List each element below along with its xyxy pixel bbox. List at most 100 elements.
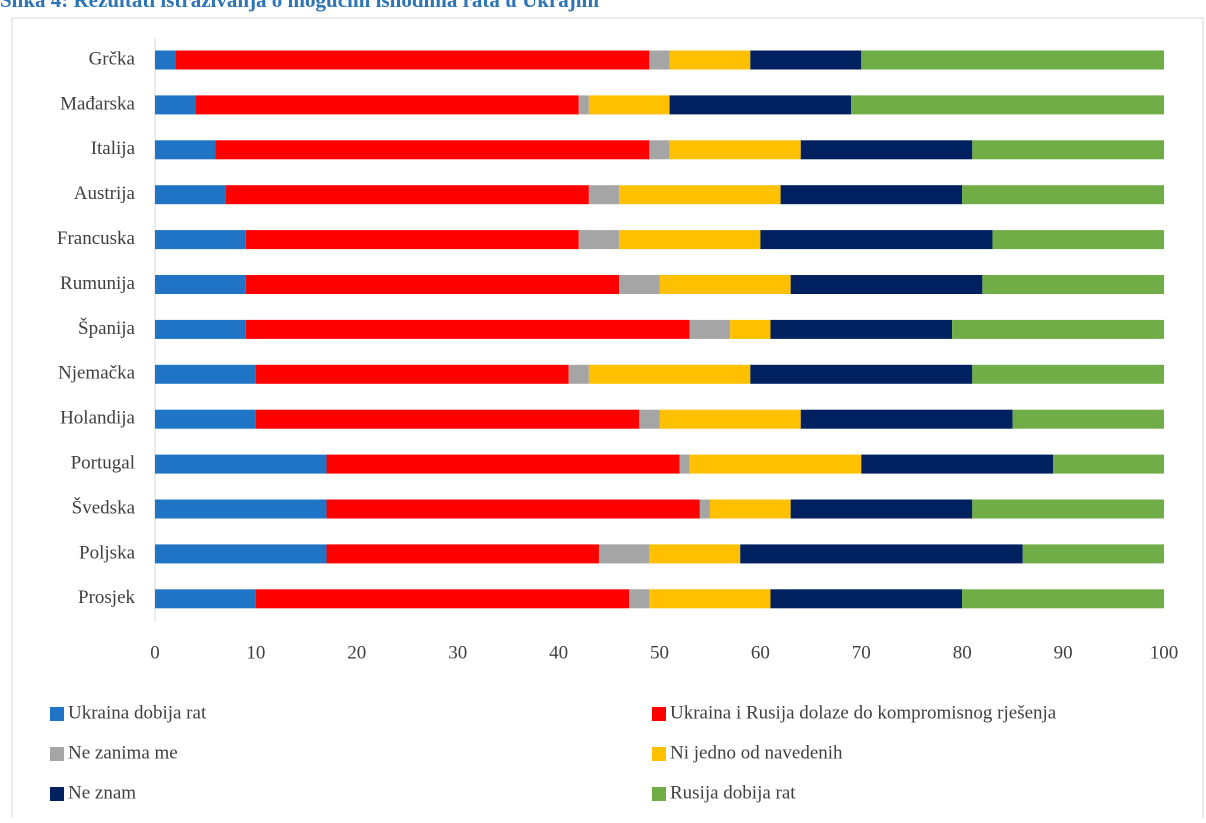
chart-title: Slika 4: Rezultati istraživanja o mogući…: [0, 0, 599, 12]
y-tick-label: Austrija: [74, 183, 136, 204]
legend-swatch: [652, 707, 666, 721]
bar-segment: [588, 364, 751, 384]
x-tick-label: 20: [347, 642, 366, 663]
legend-label: Ni jedno od navedenih: [670, 742, 843, 763]
bar-segment: [750, 50, 862, 70]
y-tick-label: Rumunija: [60, 273, 136, 294]
y-tick-label: Portugal: [71, 452, 135, 473]
bar-segment: [155, 544, 327, 564]
bar-segment: [326, 544, 599, 564]
y-tick-label: Italija: [91, 138, 136, 159]
bar-segment: [861, 50, 1164, 70]
chart-border: [11, 17, 1204, 823]
bar-segment: [155, 230, 246, 250]
bar-segment: [649, 544, 741, 564]
bar-segment: [669, 95, 852, 115]
bar-segment: [588, 95, 670, 115]
y-tick-label: Španija: [78, 317, 136, 339]
legend-label: Ukraina dobija rat: [68, 702, 207, 723]
bar-segment: [760, 230, 993, 250]
bar-segment: [155, 454, 327, 474]
bar-segment: [619, 275, 660, 294]
bar-segment: [689, 454, 862, 474]
bar-segment: [1012, 409, 1164, 429]
bar-segment: [709, 499, 791, 519]
bar-segment: [962, 589, 1164, 609]
bar-segment: [578, 230, 620, 250]
bar-segment: [750, 364, 973, 384]
bar-segment: [245, 275, 620, 294]
legend-swatch: [50, 707, 64, 721]
legend-swatch: [652, 787, 666, 801]
bar-segment: [245, 230, 579, 250]
x-tick-label: 40: [549, 642, 568, 663]
bar-segment: [155, 589, 256, 609]
bar-segment: [245, 319, 690, 339]
bar-segment: [1053, 454, 1164, 474]
bar-segment: [155, 409, 256, 429]
bar-segment: [155, 140, 216, 160]
bar-segment: [770, 589, 963, 609]
y-tick-label: Francuska: [57, 228, 136, 249]
y-tick-label: Švedska: [72, 496, 136, 518]
bar-segment: [649, 589, 771, 609]
bar-segment: [568, 364, 589, 384]
x-tick-label: 0: [150, 642, 160, 663]
bar-segment: [215, 140, 650, 160]
bar-segment: [639, 409, 660, 429]
x-tick-label: 10: [246, 642, 265, 663]
x-tick-label: 50: [650, 642, 669, 663]
bar-segment: [679, 454, 690, 474]
bar-segment: [730, 319, 771, 339]
x-tick-label: 80: [953, 642, 972, 663]
legend-swatch: [652, 747, 666, 761]
bar-segment: [155, 185, 226, 205]
legend-label: Ukraina i Rusija dolaze do kompromisnog …: [670, 702, 1057, 723]
y-tick-label: Prosjek: [78, 587, 136, 608]
legend-label: Rusija dobija rat: [670, 782, 796, 803]
y-tick-label: Mađarska: [60, 93, 135, 114]
bar-segment: [175, 50, 650, 70]
bar-segment: [770, 319, 953, 339]
bar-segment: [255, 364, 569, 384]
bar-segment: [861, 454, 1054, 474]
bar-segment: [155, 50, 176, 70]
y-tick-label: Holandija: [60, 408, 135, 429]
x-tick-label: 30: [448, 642, 467, 663]
bar-segment: [1022, 544, 1164, 564]
bar-segment: [669, 50, 751, 70]
x-tick-label: 60: [751, 642, 770, 663]
bar-segment: [588, 185, 620, 205]
legend-swatch: [50, 747, 64, 761]
bar-segment: [780, 185, 963, 205]
bar-segment: [195, 95, 579, 115]
bar-segment: [962, 185, 1164, 205]
bar-segment: [155, 499, 327, 519]
bar-segment: [578, 95, 589, 115]
bar-segment: [972, 364, 1164, 384]
x-tick-label: 100: [1150, 642, 1179, 663]
bar-segment: [972, 140, 1164, 160]
bar-segment: [619, 230, 761, 250]
legend-label: Ne znam: [68, 782, 136, 803]
bar-segment: [790, 275, 983, 294]
bar-segment: [225, 185, 589, 205]
bar-segment: [669, 140, 801, 160]
bar-segment: [619, 185, 781, 205]
bar-segment: [629, 589, 650, 609]
bar-segment: [598, 544, 650, 564]
bar-segment: [255, 589, 630, 609]
bar-segment: [790, 499, 973, 519]
bar-segment: [649, 50, 670, 70]
bar-segment: [326, 454, 680, 474]
bar-segment: [155, 95, 196, 115]
bar-segment: [255, 409, 640, 429]
bar-segment: [155, 319, 246, 339]
x-tick-label: 70: [852, 642, 871, 663]
bar-segment: [699, 499, 710, 519]
bar-segment: [952, 319, 1164, 339]
bar-segment: [649, 140, 670, 160]
bar-segment: [155, 275, 246, 294]
bar-segment: [659, 275, 791, 294]
x-tick-label: 90: [1054, 642, 1073, 663]
